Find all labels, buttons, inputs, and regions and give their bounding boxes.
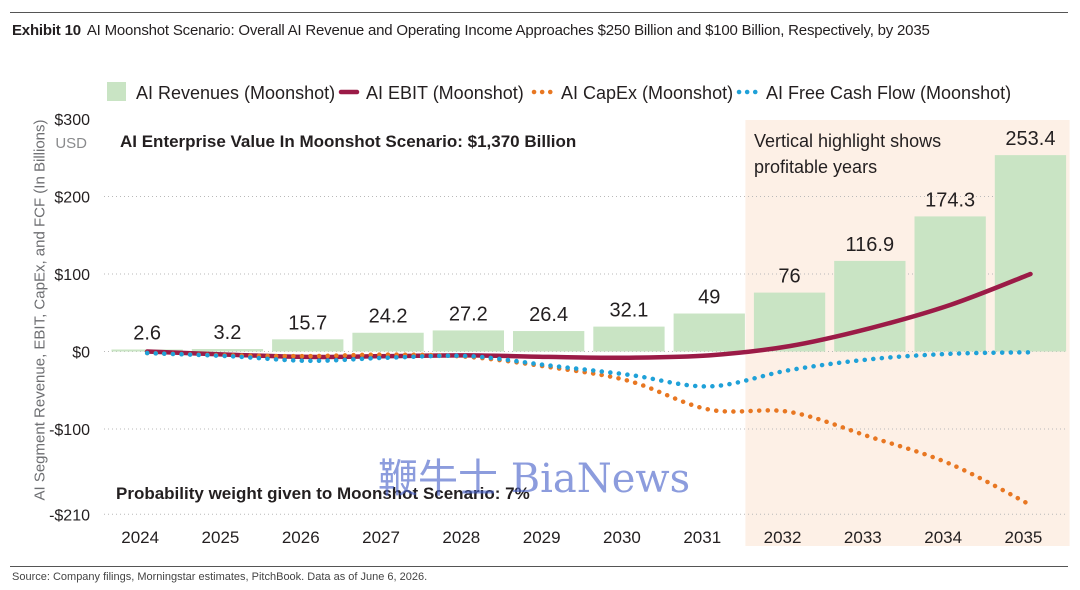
revenue-data-label: 76 — [778, 266, 800, 288]
legend-label: AI EBIT (Moonshot) — [366, 83, 524, 103]
revenue-bar — [191, 349, 264, 352]
x-tick-label: 2032 — [764, 528, 802, 547]
revenue-data-label: 116.9 — [846, 234, 895, 256]
enterprise-value-annotation: AI Enterprise Value In Moonshot Scenario… — [120, 132, 576, 151]
y-tick-labels: $300 $200 $100 $0 -$100 -$210 USD — [49, 112, 90, 524]
watermark: 鞭牛士 BiaNews — [378, 456, 691, 502]
y-tick-label: $100 — [54, 267, 90, 284]
legend-swatch — [107, 82, 126, 101]
revenue-data-labels: 2.6 3.2 15.7 24.2 27.2 26.4 32.1 49 76 116.9 174.3… — [133, 128, 1055, 344]
revenue-data-label: 49 — [698, 287, 720, 309]
revenue-data-label: 26.4 — [529, 304, 568, 326]
x-tick-label: 2027 — [362, 528, 400, 547]
gridlines — [104, 196, 1068, 515]
y-tick-label: -$100 — [49, 422, 90, 439]
y-unit-label: USD — [55, 135, 87, 152]
revenue-bar — [994, 155, 1067, 352]
revenue-bars — [111, 155, 1067, 352]
x-tick-label: 2028 — [442, 528, 480, 547]
ebit-line — [144, 271, 1033, 361]
revenue-data-label: 3.2 — [214, 322, 242, 344]
legend-fcf: AI Free Cash Flow (Moonshot) — [736, 83, 1011, 103]
revenue-bar — [593, 326, 665, 352]
x-tick-label: 2025 — [202, 528, 240, 547]
revenue-bar — [432, 330, 504, 352]
exhibit-number: Exhibit 10 — [12, 22, 81, 39]
x-tick-label: 2031 — [683, 528, 721, 547]
highlight-label-line: profitable years — [754, 157, 877, 177]
probability-weight-annotation: Probability weight given to Moonshot Sce… — [116, 484, 530, 503]
legend-label: AI Revenues (Moonshot) — [136, 83, 335, 103]
x-tick-labels: 2024 2025 2026 2027 2028 2029 2030 2031 2032 2033… — [121, 528, 1042, 547]
y-tick-label: $300 — [54, 112, 90, 129]
legend-capex: AI CapEx (Moonshot) — [531, 83, 733, 103]
x-tick-label: 2029 — [523, 528, 561, 547]
revenue-bar — [673, 313, 745, 352]
y-tick-label: $200 — [54, 190, 90, 207]
revenue-data-label: 174.3 — [925, 189, 975, 211]
x-tick-label: 2024 — [121, 528, 159, 547]
x-tick-label: 2033 — [844, 528, 882, 547]
legend-label: AI CapEx (Moonshot) — [561, 83, 733, 103]
y-tick-label: $0 — [72, 345, 90, 362]
revenue-bar — [513, 331, 585, 352]
revenue-data-label: 24.2 — [369, 306, 408, 328]
x-tick-label: 2035 — [1005, 528, 1043, 547]
header-rule — [10, 12, 1068, 13]
revenue-bar — [352, 332, 424, 352]
exhibit-title: AI Moonshot Scenario: Overall AI Revenue… — [86, 22, 930, 39]
revenue-data-label: 2.6 — [133, 322, 161, 344]
revenue-data-label: 27.2 — [449, 303, 488, 325]
revenue-data-label: 32.1 — [609, 300, 648, 322]
revenue-bar — [272, 339, 344, 352]
y-tick-label: -$210 — [49, 507, 90, 524]
revenue-bar — [834, 260, 906, 352]
legend-label: AI Free Cash Flow (Moonshot) — [766, 83, 1011, 103]
x-tick-label: 2034 — [924, 528, 962, 547]
x-tick-label: 2030 — [603, 528, 641, 547]
footer-rule — [10, 566, 1068, 567]
source-note: Source: Company filings, Morningstar est… — [12, 571, 428, 583]
revenue-data-label: 15.7 — [288, 312, 327, 334]
fcf-line — [144, 350, 1033, 389]
exhibit-header: Exhibit 10 AI Moonshot Scenario: Overall … — [12, 22, 930, 39]
legend-revenue: AI Revenues (Moonshot) — [107, 82, 335, 103]
legend-ebit: AI EBIT (Moonshot) — [338, 83, 524, 103]
x-tick-label: 2026 — [282, 528, 320, 547]
revenue-bar — [914, 216, 986, 352]
y-axis-title: AI Segment Revenue, EBIT, CapEx, and FCF… — [31, 119, 49, 501]
capex-line — [144, 350, 1033, 508]
highlight-label-line: Vertical highlight shows — [754, 131, 941, 151]
revenue-data-label: 253.4 — [1005, 128, 1055, 150]
legend: AI Revenues (Moonshot) AI EBIT (Moonshot)… — [107, 82, 1011, 103]
